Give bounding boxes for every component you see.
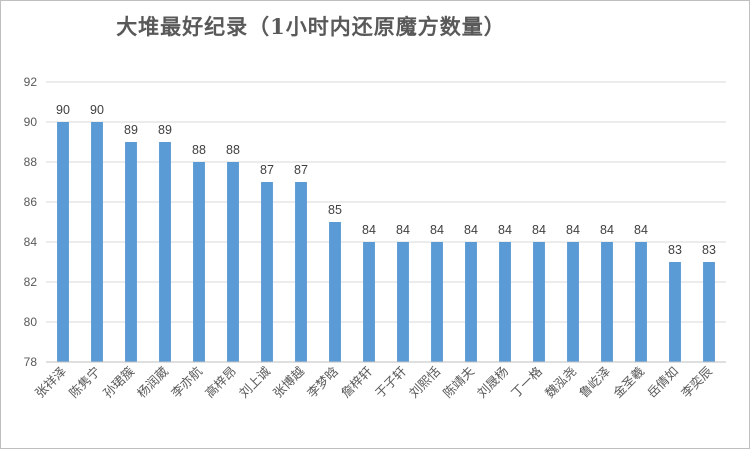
category-label: 张博越 [270,363,307,400]
data-label: 84 [532,223,546,237]
bar [227,162,239,362]
bar [567,242,579,362]
y-tick-label: 90 [24,115,38,129]
data-label: 89 [158,123,172,137]
bar [363,242,375,362]
data-label: 83 [702,243,716,257]
category-label: 陈靖夫 [440,363,477,400]
data-label: 84 [362,223,376,237]
data-label: 84 [430,223,444,237]
category-label: 刘熙恬 [406,364,443,401]
y-tick-label: 80 [24,315,38,329]
bar [533,242,545,362]
category-label: 李梦晗 [304,363,341,400]
bar [703,262,715,362]
bar [431,242,443,362]
bar [601,242,613,362]
category-label: 詹梓轩 [338,364,375,401]
data-label: 85 [328,203,342,217]
bar [397,242,409,362]
category-label: 孙珺簇 [100,363,137,400]
category-label: 魏泓尧 [542,364,579,401]
category-label: 丁一格 [508,363,545,400]
bar [635,242,647,362]
y-tick-label: 86 [24,195,38,209]
category-label: 张祥泽 [32,364,69,401]
bar [499,242,511,362]
category-label: 刘晟杨 [474,364,511,401]
category-label: 于子轩 [372,364,409,401]
data-label: 88 [226,143,240,157]
y-tick-label: 78 [24,355,38,369]
data-label: 90 [90,103,104,117]
bar [159,142,171,362]
data-label: 87 [294,163,308,177]
category-label: 杨润葳 [134,363,171,400]
category-label: 岳倩如 [644,364,681,401]
data-label: 84 [464,223,478,237]
category-label: 李亦航 [168,363,205,400]
data-label: 84 [396,223,410,237]
data-label: 90 [56,103,70,117]
data-label: 88 [192,143,206,157]
data-label: 89 [124,123,138,137]
data-label: 87 [260,163,274,177]
category-label: 李奕辰 [678,363,715,400]
y-tick-label: 82 [24,275,38,289]
category-label: 刘上诚 [236,363,273,400]
data-label: 84 [498,223,512,237]
category-label: 陈隽宁 [66,364,103,401]
bar [295,182,307,362]
y-tick-label: 84 [24,235,38,249]
data-label: 84 [566,223,580,237]
category-label: 高梓昂 [202,364,239,401]
y-tick-label: 88 [24,155,38,169]
bar [465,242,477,362]
bar [193,162,205,362]
chart-title: 大堆最好纪录（1小时内还原魔方数量） [116,14,506,39]
category-label: 金圣羲 [610,364,647,401]
data-label: 84 [634,223,648,237]
bar [329,222,341,362]
bar [669,262,681,362]
bar [57,122,69,362]
bar [261,182,273,362]
data-label: 83 [668,243,682,257]
bar [125,142,137,362]
category-label: 鲁屹泽 [576,364,613,401]
y-tick-label: 92 [24,75,38,89]
data-label: 84 [600,223,614,237]
bar [91,122,103,362]
